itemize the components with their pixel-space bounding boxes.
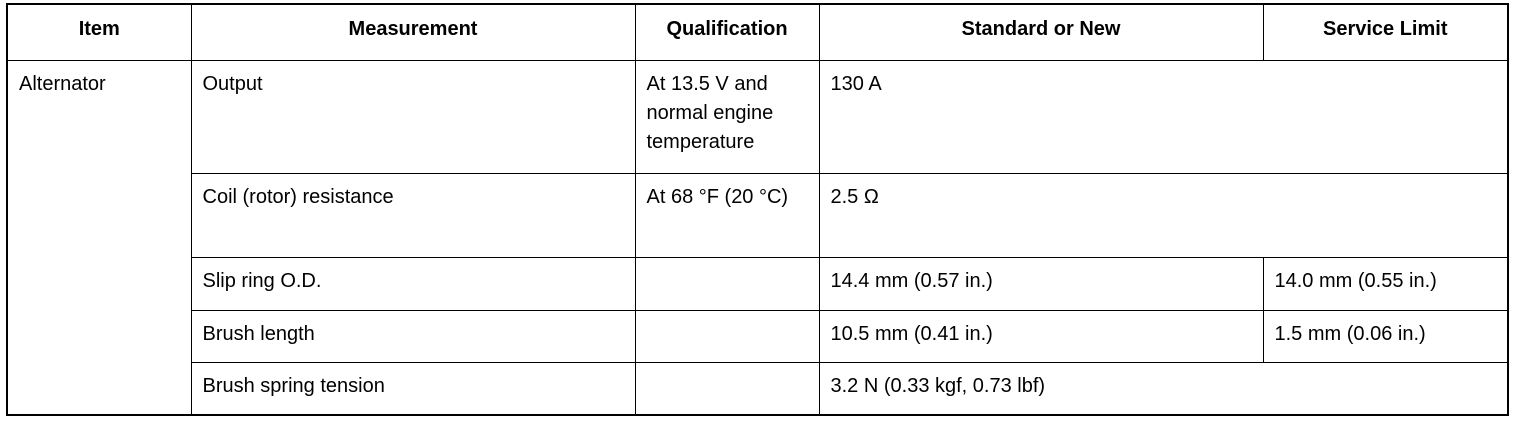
- header-cell: Service Limit: [1262, 3, 1509, 61]
- cell: Slip ring O.D.: [190, 256, 636, 311]
- spec-table: Item Measurement Qualification Standard …: [6, 3, 1509, 416]
- cell: Brush spring tension: [190, 361, 636, 416]
- header-cell: Item: [6, 3, 192, 61]
- cell: 3.2 N (0.33 kgf, 0.73 lbf): [818, 361, 1509, 416]
- row: Slip ring O.D. 14.4 mm (0.57 in.) 14.0 m…: [7, 256, 1509, 311]
- cell: 1.5 mm (0.06 in.): [1262, 309, 1509, 363]
- cell: Output: [190, 59, 636, 174]
- cell: [634, 309, 820, 363]
- row: Brush length 10.5 mm (0.41 in.) 1.5 mm (…: [7, 309, 1509, 363]
- cell: 14.0 mm (0.55 in.): [1262, 256, 1509, 311]
- header-cell: Qualification: [634, 3, 820, 61]
- cell: 2.5 Ω: [818, 172, 1509, 258]
- row: Brush spring tension 3.2 N (0.33 kgf, 0.…: [7, 361, 1509, 416]
- cell: [634, 256, 820, 311]
- cell: Coil (rotor) resistance: [190, 172, 636, 258]
- header-row: Item Measurement Qualification Standard …: [6, 3, 1509, 61]
- cell: At 13.5 V and normal engine temperature: [634, 59, 820, 174]
- cell: 10.5 mm (0.41 in.): [818, 309, 1264, 363]
- header-cell: Standard or New: [818, 3, 1264, 61]
- cell: 14.4 mm (0.57 in.): [818, 256, 1264, 311]
- cell: Alternator: [6, 59, 192, 416]
- cell: Brush length: [190, 309, 636, 363]
- row: Coil (rotor) resistance At 68 °F (20 °C)…: [7, 172, 1509, 258]
- cell: 130 A: [818, 59, 1509, 174]
- cell: [634, 361, 820, 416]
- cell: At 68 °F (20 °C): [634, 172, 820, 258]
- row: Alternator Output At 13.5 V and normal e…: [6, 59, 1509, 416]
- header-cell: Measurement: [190, 3, 636, 61]
